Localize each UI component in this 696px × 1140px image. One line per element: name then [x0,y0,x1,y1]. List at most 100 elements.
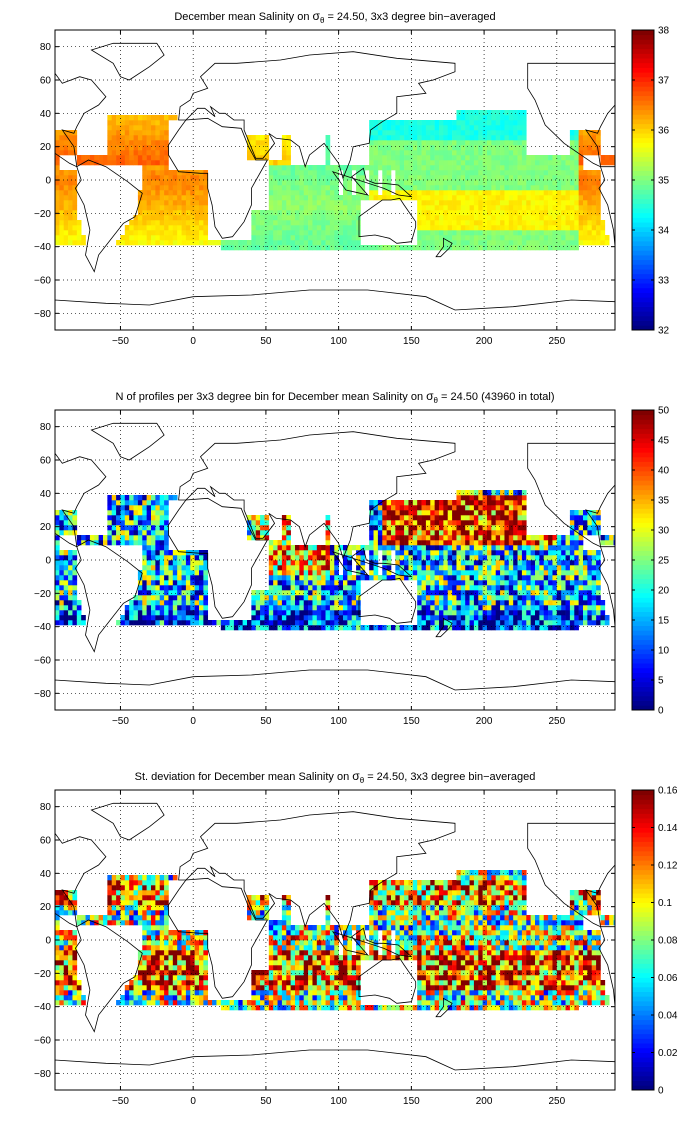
data-cell [159,115,165,121]
data-cell [578,225,584,231]
data-cell [569,170,575,176]
data-cell [247,135,252,141]
data-cell [273,240,278,246]
data-cell [59,240,65,246]
colorbar-swatch [632,34,654,40]
data-cell [203,555,209,561]
data-cell [347,620,353,626]
data-cell [417,560,422,566]
data-cell [382,560,387,566]
data-cell [133,995,139,1001]
data-cell [421,620,427,626]
data-cell [164,500,169,506]
data-cell [286,155,291,161]
data-cell [172,575,178,581]
data-cell [343,580,348,586]
data-cell [281,585,287,591]
data-cell [487,200,492,206]
data-cell [120,915,126,921]
data-cell [116,895,121,901]
data-cell [316,595,322,601]
data-cell [395,560,401,566]
data-cell [377,245,383,251]
data-cell [583,170,588,176]
colorbar-swatch [632,217,654,223]
data-cell [491,575,497,581]
data-cell [159,595,165,601]
data-cell [129,125,134,131]
colorbar-swatch [632,165,654,172]
colorbar-swatch [632,569,654,575]
data-cell [129,905,134,911]
data-cell [460,185,466,191]
data-cell [591,200,597,206]
data-cell [565,625,571,631]
data-cell [478,185,483,191]
data-cell [137,525,143,531]
data-cell [561,245,566,251]
data-cell [373,575,379,581]
data-cell [63,185,69,191]
data-cell [465,545,470,551]
data-cell [508,560,514,566]
data-cell [81,995,86,1001]
data-cell [482,135,488,141]
data-cell [199,570,204,576]
data-cell [487,525,492,531]
data-cell [151,210,156,216]
data-cell [482,110,488,116]
data-cell [569,575,575,581]
data-cell [325,595,331,601]
data-cell [561,615,566,621]
data-cell [478,550,483,556]
data-cell [194,175,200,181]
data-cell [377,540,383,546]
data-cell [334,600,339,606]
data-cell [591,600,597,606]
data-cell [146,160,152,166]
data-cell [89,920,95,926]
data-cell [199,195,204,201]
data-cell [338,610,344,616]
data-cell [203,550,209,556]
data-cell [116,620,121,626]
data-cell [495,595,501,601]
data-cell [460,570,466,576]
data-cell [439,615,444,621]
data-cell [55,980,60,986]
data-cell [574,545,579,551]
data-cell [421,545,427,551]
data-cell [469,195,475,201]
data-cell [72,985,78,991]
data-cell [268,230,274,236]
data-cell [456,200,462,206]
data-cell [487,615,492,621]
data-cell [548,210,553,216]
data-cell [277,215,283,221]
data-cell [308,230,313,236]
data-cell [574,235,579,241]
data-cell [312,180,318,186]
data-cell [425,540,431,546]
data-cell [373,510,379,516]
data-cell [473,165,479,171]
data-cell [526,170,531,176]
data-cell [151,230,156,236]
colorbar-tick-label: 45 [658,436,670,447]
data-cell [578,160,584,166]
data-cell [329,195,335,201]
data-cell [268,550,274,556]
data-cell [377,545,383,551]
data-cell [124,515,130,521]
data-cell [412,530,418,536]
data-cell [107,115,113,121]
data-cell [404,515,409,521]
data-cell [487,545,492,551]
data-cell [63,585,69,591]
data-cell [574,230,579,236]
data-cell [478,220,483,226]
data-cell [116,130,121,136]
data-cell [316,165,322,171]
data-cell [59,950,65,956]
data-cell [325,605,331,611]
